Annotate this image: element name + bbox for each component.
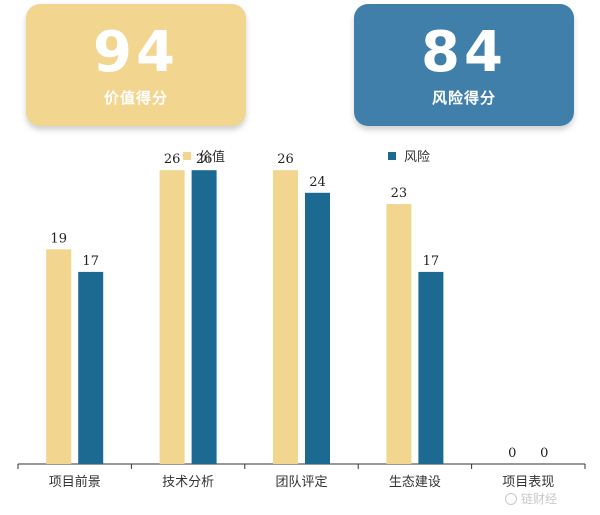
value-score-label: 价值得分: [103, 88, 168, 107]
legend-item-value: 价值: [183, 146, 225, 165]
bar-data-label: 26: [196, 152, 213, 167]
bar-data-label: 24: [309, 175, 326, 190]
bar-value: [386, 204, 412, 464]
bar-data-label: 26: [164, 152, 181, 167]
category-tick-label: 技术分析: [162, 475, 214, 490]
category-tick-label: 项目前景: [49, 474, 101, 490]
value-score-number: 94: [93, 19, 179, 85]
bar-data-label: 0: [540, 446, 548, 461]
bar-data-label: 26: [277, 152, 294, 167]
bar-data-label: 17: [82, 254, 99, 269]
category-tick-label: 生态建设: [389, 475, 441, 490]
category-tick-label: 团队评定: [275, 475, 327, 490]
bar-risk: [305, 192, 330, 465]
watermark-text: 链财经: [521, 492, 558, 506]
legend-label-risk: 风险: [404, 150, 431, 165]
risk-score-card: 84 风险得分: [354, 4, 574, 126]
bar-risk: [191, 170, 217, 464]
bar-risk: [78, 271, 104, 464]
bar-value: [273, 170, 298, 464]
risk-score-number: 84: [421, 19, 507, 85]
bar-data-label: 17: [423, 254, 440, 269]
bar-risk: [418, 271, 444, 464]
chart-legend: 价值 风险: [0, 146, 600, 166]
legend-swatch-risk: [388, 151, 396, 160]
watermark-logo-icon: [505, 492, 517, 505]
legend-label-value: 价值: [199, 150, 226, 165]
category-tick-label: 项目表现: [502, 475, 554, 490]
bar-value: [46, 249, 72, 464]
watermark: 链财经: [505, 490, 557, 507]
legend-swatch-value: [183, 151, 191, 160]
bar-data-label: 0: [508, 446, 516, 461]
bar-data-label: 23: [391, 186, 408, 201]
bar-data-label: 19: [50, 231, 67, 246]
value-score-card: 94 价值得分: [26, 4, 246, 126]
legend-item-risk: 风险: [388, 146, 430, 165]
risk-score-label: 风险得分: [431, 88, 496, 107]
bar-value: [159, 170, 185, 464]
